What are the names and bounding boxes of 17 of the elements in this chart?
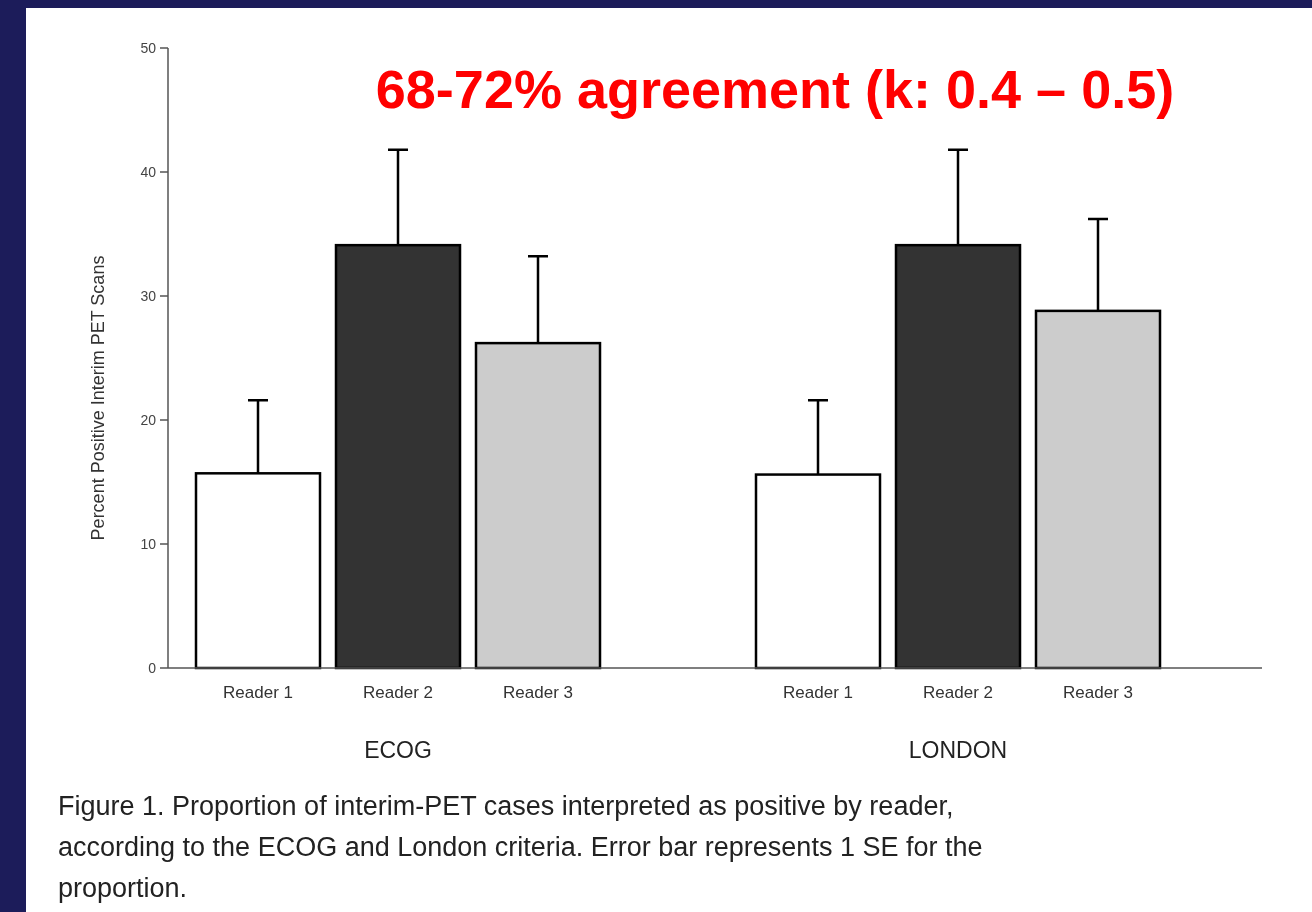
y-tick-label: 10 [140,535,157,552]
y-tick-label: 20 [140,411,157,428]
y-axis-title: Percent Positive Interim PET Scans [88,255,108,541]
x-tick-label: Reader 1 [223,683,293,702]
y-tick-label: 30 [140,287,157,304]
x-tick-label: Reader 2 [363,683,433,702]
y-tick-label: 0 [148,659,157,676]
y-tick-label: 40 [140,163,157,180]
text: ECOG [364,737,432,763]
chart-title: 68-72% agreement (k: 0.4 – 0.5) [375,59,1175,119]
caption: Figure 1. Proportion of interim-PET cases interpreted as positive by reader, according to the ECOG and London criteria. Error bar represents 1 SE for the proportion. [58,791,983,903]
y-tick-label: 50 [140,39,157,56]
x-tick-label: Reader 2 [923,683,993,702]
x-tick-label: Reader 3 [503,683,573,702]
x-tick-label: Reader 3 [1063,683,1133,702]
x-tick-label: Reader 1 [783,683,853,702]
text: LONDON [908,737,1008,763]
